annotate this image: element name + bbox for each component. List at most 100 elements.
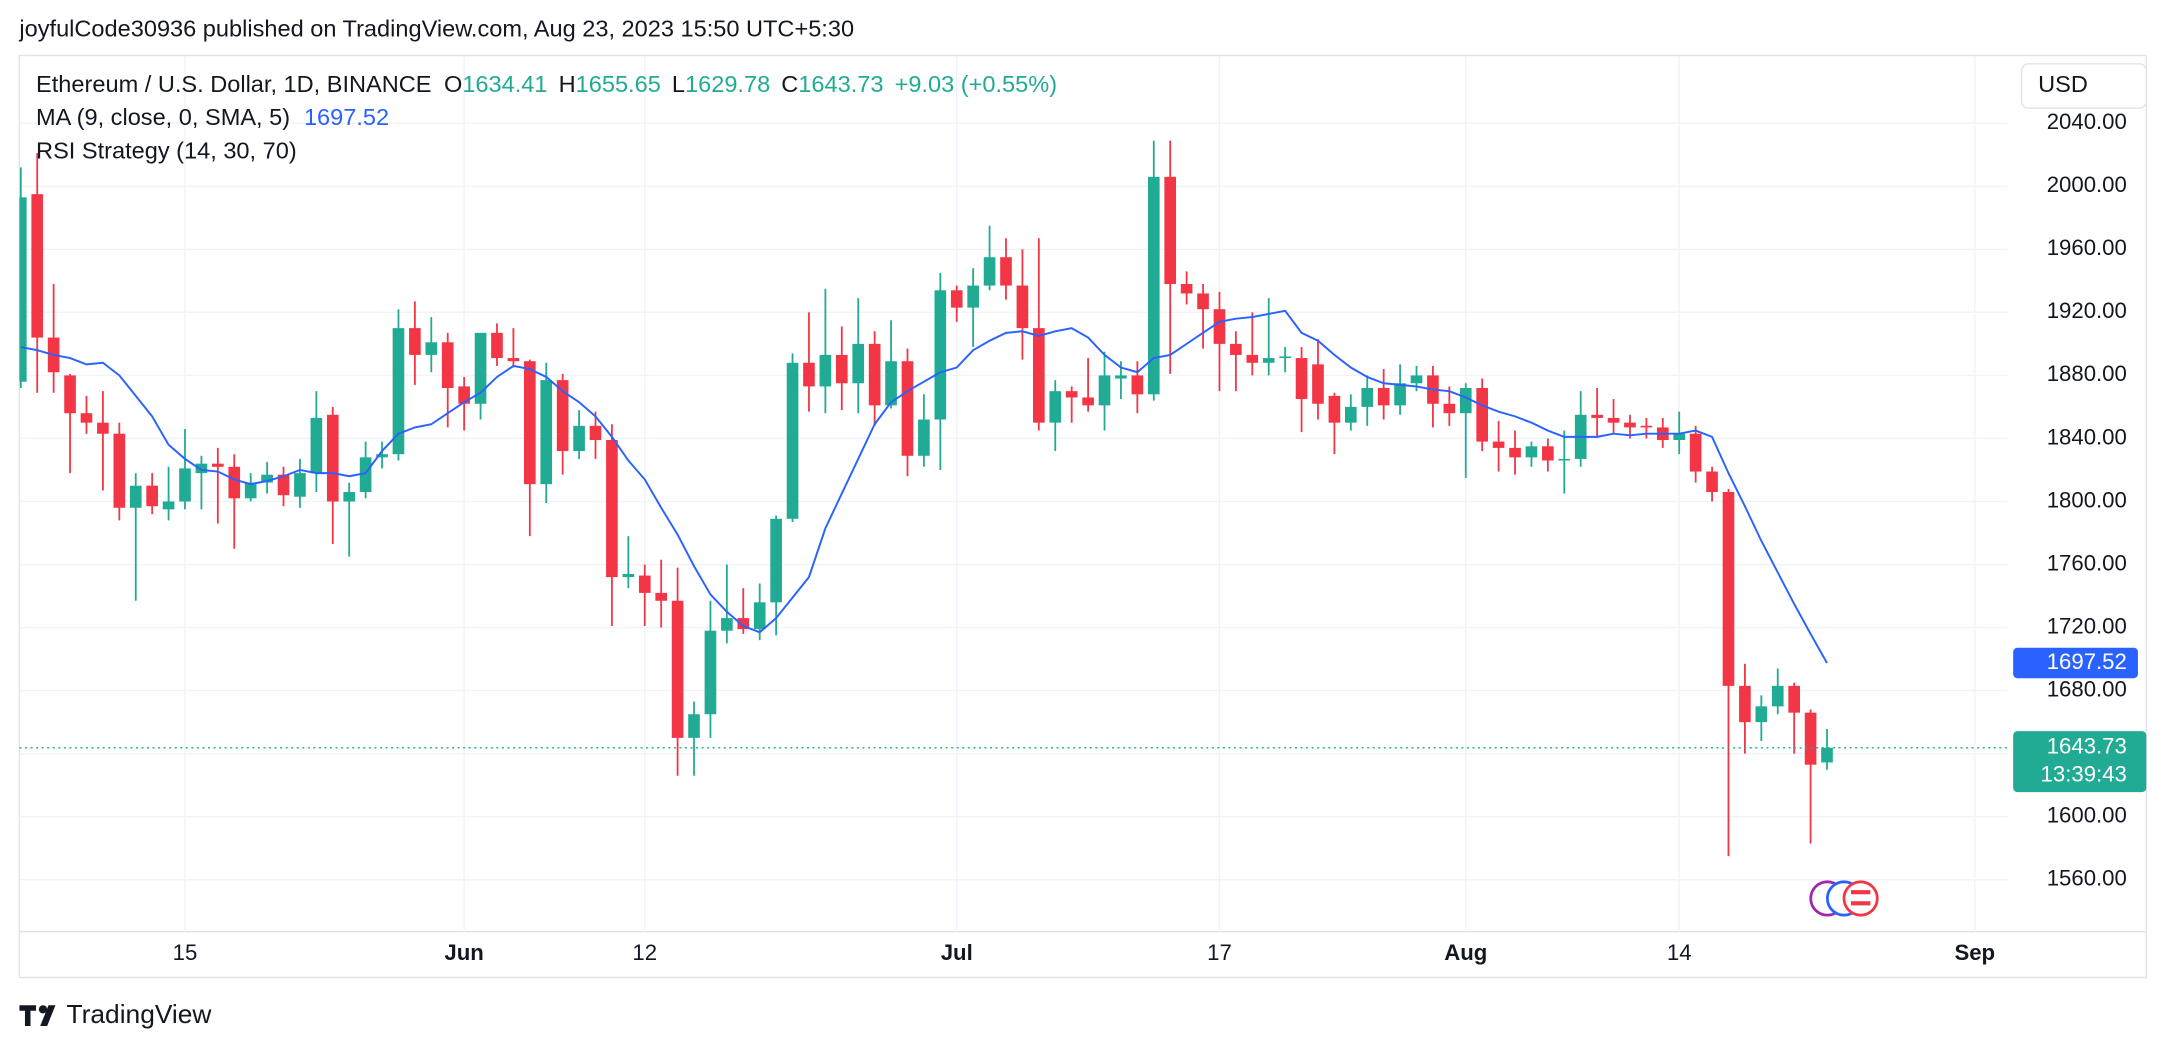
candle-body (146, 485, 158, 507)
candle-body (19, 197, 27, 382)
candle-body (1394, 383, 1406, 406)
candle-body (1558, 458, 1571, 461)
candle-body (1689, 433, 1702, 472)
legend-ohlc-label: L (672, 71, 685, 97)
countdown-label: 13:39:43 (2041, 761, 2127, 786)
candle-body (425, 342, 438, 355)
candle-body (655, 592, 668, 601)
x-tick-label: Jun (444, 940, 483, 965)
candle-body (129, 485, 142, 508)
candle-body (934, 290, 947, 420)
ma-line (20, 309, 1828, 664)
candle-body (31, 194, 44, 338)
legend-ohlc-value: 1629.78 (685, 71, 770, 97)
candle-body (1213, 309, 1226, 344)
x-tick-label: 15 (173, 940, 198, 965)
candle-body (310, 417, 323, 474)
y-tick-label: 1920.00 (2047, 298, 2127, 323)
candle-body (228, 466, 241, 499)
candle-body (556, 380, 569, 452)
y-tick-label: 1760.00 (2047, 550, 2127, 575)
candle-body (113, 433, 126, 508)
candle-body (1525, 446, 1538, 458)
candle-body (950, 290, 963, 308)
candle-body (1098, 375, 1111, 406)
x-tick-label: Sep (1954, 940, 1995, 965)
x-tick-label: Jul (941, 940, 973, 965)
candle-body (1492, 441, 1505, 448)
legend-change: +9.03 (+0.55%) (895, 71, 1057, 97)
legend-ohlc-label: C (781, 71, 798, 97)
grid (19, 55, 2008, 932)
candle-body (835, 354, 848, 384)
legend-ohlc-value: 1655.65 (576, 71, 661, 97)
candle-body (80, 413, 93, 423)
candle-body (507, 358, 520, 362)
candle-body (1377, 388, 1390, 406)
candle-body (819, 354, 832, 387)
plot-area (19, 140, 2008, 857)
tradingview-logo (19, 1005, 56, 1027)
legend-ohlc-value: 1634.41 (462, 71, 547, 97)
candle-body (1295, 358, 1308, 400)
candle-body (326, 414, 339, 502)
candle-body (491, 332, 503, 359)
candle-body (195, 463, 208, 474)
candle-body (1147, 176, 1160, 395)
candle-body (803, 362, 815, 387)
candle-body (376, 454, 388, 458)
candle-body (179, 468, 191, 502)
last-price-label: 1643.73 (2047, 734, 2127, 759)
y-tick-label: 1680.00 (2047, 676, 2127, 701)
y-tick-label: 1840.00 (2047, 424, 2127, 449)
candle-body (1033, 328, 1045, 423)
candle-body (1443, 403, 1456, 414)
candle-body (1459, 388, 1472, 414)
ma-price-label: 1697.52 (2047, 649, 2127, 674)
currency-button[interactable] (2020, 63, 2147, 109)
candle-body (983, 257, 996, 286)
candle-body (343, 492, 356, 502)
candle-body (474, 332, 487, 404)
candle-body (162, 501, 175, 510)
candle-body (885, 361, 897, 406)
candle-body (622, 573, 635, 578)
candle-body (523, 361, 536, 485)
candle-body (786, 362, 799, 519)
candle-body (1197, 293, 1209, 310)
candle-body (1476, 388, 1489, 442)
candle-body (1082, 397, 1094, 406)
candle-body (1344, 406, 1357, 423)
ma-name: MA (9, close, 0, SMA, 5) (36, 104, 290, 130)
candle-body (1131, 375, 1144, 395)
candle-body (1591, 414, 1603, 418)
y-tick-label: 1720.00 (2047, 613, 2127, 638)
candle-body (770, 518, 782, 603)
x-tick-label: 17 (1207, 940, 1232, 965)
candle-body (244, 482, 257, 499)
y-tick-label: 1600.00 (2047, 803, 2127, 828)
y-tick-label: 1800.00 (2047, 487, 2127, 512)
currency-label[interactable]: USD (2038, 71, 2088, 97)
x-tick-label: 14 (1667, 940, 1692, 965)
candle-body (64, 375, 76, 414)
flags-icon[interactable] (1809, 880, 1879, 917)
candle-body (1115, 375, 1127, 379)
candle-body (409, 328, 421, 355)
candle-body (737, 618, 750, 630)
ma-value: 1697.52 (304, 104, 389, 130)
y-tick-label: 2040.00 (2047, 109, 2127, 134)
y-tick-label: 2000.00 (2047, 172, 2127, 197)
x-tick-label: 12 (632, 940, 657, 965)
candle-body (1607, 417, 1620, 423)
candle-body (212, 463, 224, 467)
y-tick-label: 1880.00 (2047, 361, 2127, 386)
candle-body (261, 474, 273, 483)
legend-title: Ethereum / U.S. Dollar, 1D, BINANCE (36, 71, 431, 97)
candle-body (901, 361, 914, 456)
candle-body (540, 380, 553, 485)
ma-price-tag (2013, 647, 2138, 679)
candle-body (294, 473, 306, 497)
y-tick-label: 1560.00 (2047, 866, 2127, 891)
